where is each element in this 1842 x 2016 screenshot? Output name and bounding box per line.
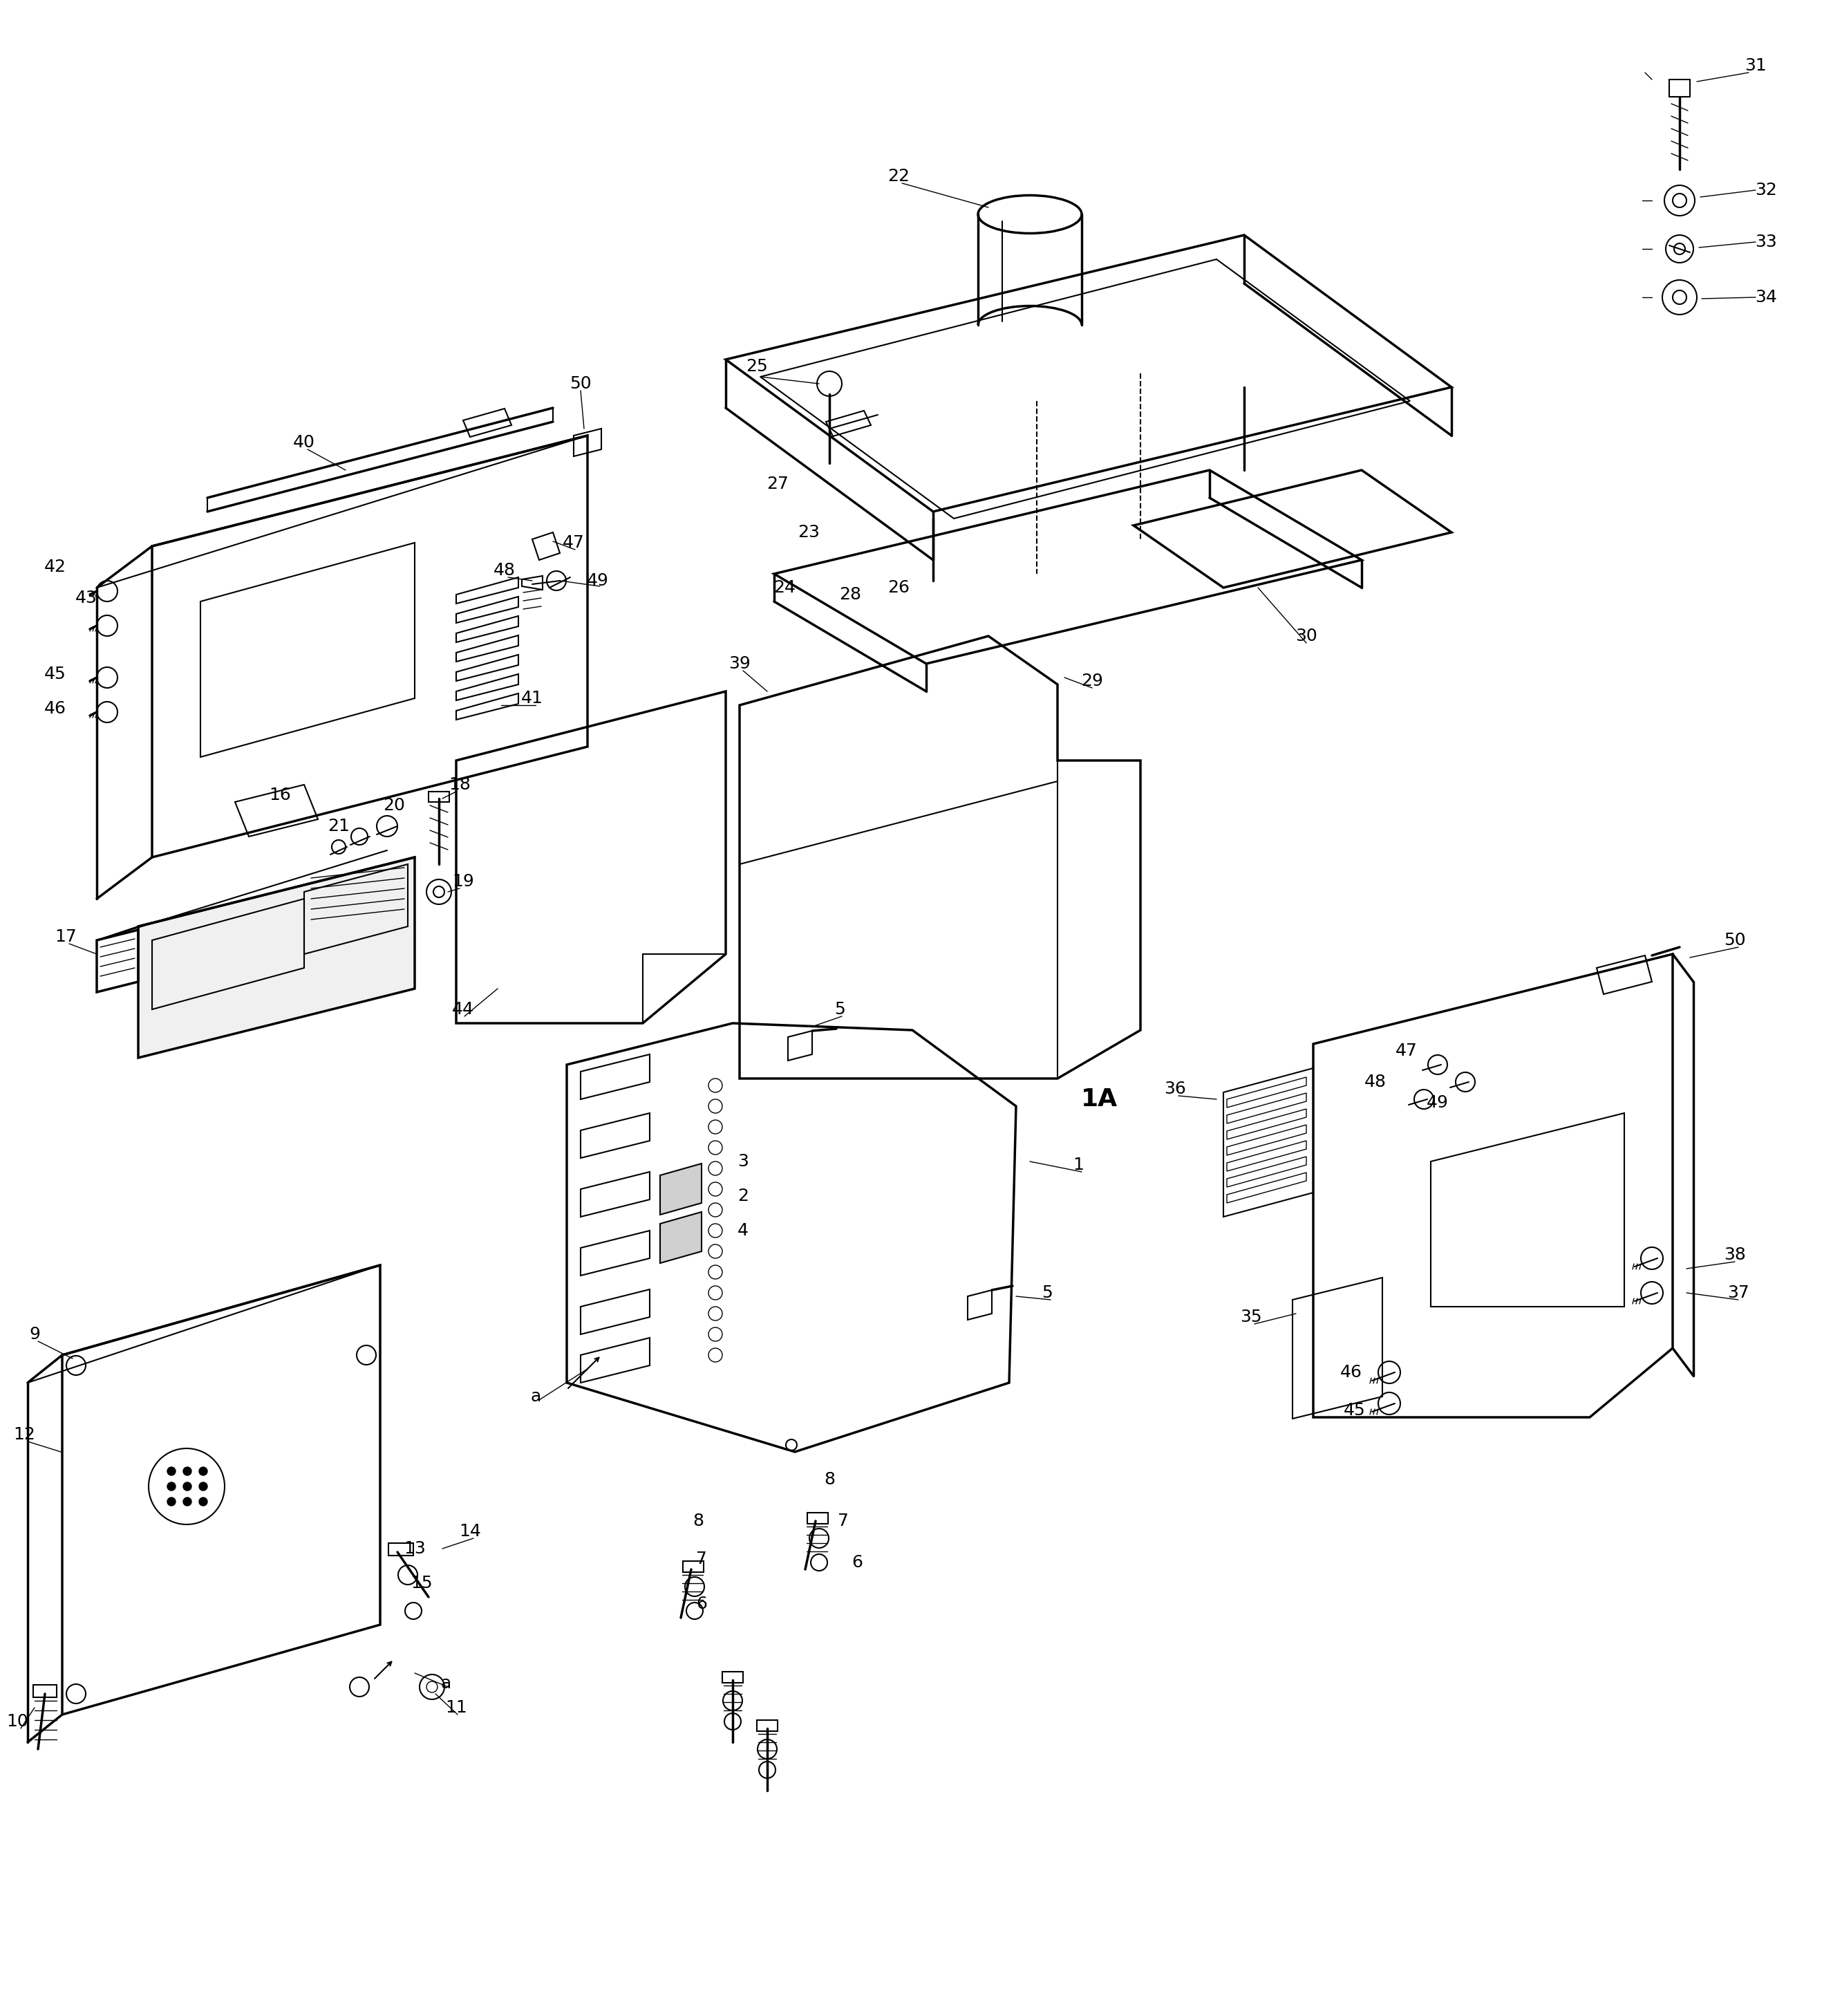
Circle shape [182,1498,192,1506]
Text: 25: 25 [746,359,768,375]
Text: 17: 17 [55,929,77,946]
Text: a: a [530,1389,542,1405]
Circle shape [168,1468,175,1476]
Text: 46: 46 [1341,1365,1363,1381]
Text: 1A: 1A [1081,1087,1118,1111]
Circle shape [199,1498,208,1506]
Text: 1: 1 [1072,1157,1083,1173]
Text: 45: 45 [1345,1401,1365,1419]
Polygon shape [659,1212,702,1264]
Text: 32: 32 [1755,181,1778,198]
Text: 48: 48 [494,562,516,579]
Text: 19: 19 [451,873,473,889]
Text: 40: 40 [293,433,315,452]
Text: 16: 16 [269,786,291,802]
Text: 12: 12 [13,1425,35,1443]
Text: 44: 44 [451,1002,473,1018]
Text: 3: 3 [737,1153,748,1169]
Text: 30: 30 [1295,627,1317,645]
Text: 41: 41 [521,689,543,706]
Text: 23: 23 [798,524,820,540]
Text: 26: 26 [888,579,910,597]
Circle shape [168,1482,175,1490]
Text: 8: 8 [693,1512,704,1530]
Text: 45: 45 [44,665,66,681]
Circle shape [182,1468,192,1476]
Text: 24: 24 [774,579,796,597]
Text: 50: 50 [569,375,591,391]
Text: 7: 7 [696,1550,707,1566]
Text: 18: 18 [449,776,472,792]
Text: 5: 5 [834,1002,845,1018]
Text: 49: 49 [1428,1095,1448,1111]
Text: 27: 27 [766,476,788,492]
Text: 47: 47 [1396,1042,1418,1058]
Text: 37: 37 [1728,1284,1750,1300]
Text: 10: 10 [6,1714,28,1730]
Text: 6: 6 [851,1554,862,1570]
Text: 4: 4 [737,1222,748,1240]
Text: 39: 39 [729,655,750,671]
Text: 8: 8 [823,1472,834,1488]
Text: 31: 31 [1744,56,1766,75]
Text: 47: 47 [562,534,584,550]
Text: 22: 22 [888,167,910,185]
Text: 14: 14 [459,1522,481,1540]
Text: 46: 46 [44,700,66,718]
Text: 38: 38 [1724,1246,1746,1264]
Text: 35: 35 [1240,1308,1262,1325]
Text: 34: 34 [1755,288,1778,306]
Text: 21: 21 [328,818,350,835]
Text: 13: 13 [403,1540,426,1556]
Text: 42: 42 [44,558,66,575]
Text: 33: 33 [1755,234,1778,250]
Circle shape [168,1498,175,1506]
Text: 49: 49 [588,573,610,589]
Polygon shape [138,857,414,1058]
Text: 6: 6 [696,1595,707,1613]
Text: 48: 48 [1365,1075,1387,1091]
Text: 15: 15 [411,1574,433,1591]
Text: 43: 43 [76,591,98,607]
Text: 29: 29 [1081,673,1103,689]
Text: 5: 5 [1043,1284,1052,1300]
Polygon shape [659,1163,702,1216]
Text: 9: 9 [29,1327,41,1343]
Text: 11: 11 [446,1699,468,1716]
Circle shape [182,1482,192,1490]
Text: 28: 28 [840,587,862,603]
Text: 2: 2 [737,1187,748,1204]
Text: 7: 7 [838,1512,849,1530]
Circle shape [199,1482,208,1490]
Text: 36: 36 [1164,1081,1186,1097]
Circle shape [199,1468,208,1476]
Text: a: a [440,1675,451,1691]
Text: 20: 20 [383,796,405,814]
Text: 50: 50 [1724,931,1746,950]
